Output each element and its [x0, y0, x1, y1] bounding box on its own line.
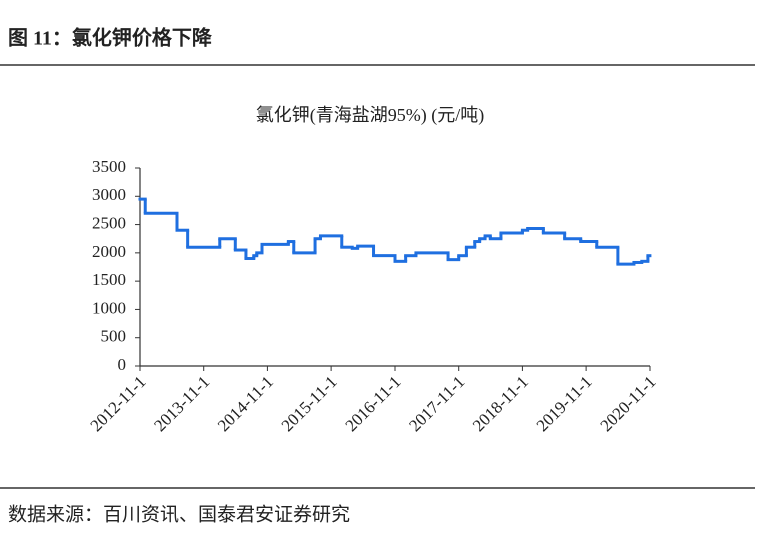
x-tick-label: 2013-11-1 [150, 372, 213, 435]
y-tick-label: 2500 [92, 213, 126, 232]
y-tick-label: 3500 [92, 157, 126, 176]
x-tick-label: 2020-11-1 [597, 372, 660, 435]
chart-title: 氯化钾(青海盐湖95%) (元/吨) [256, 105, 484, 126]
source-note: 数据来源：百川资讯、国泰君安证券研究 [8, 503, 350, 525]
x-tick-label: 2015-11-1 [278, 372, 341, 435]
y-tick-label: 3000 [92, 185, 126, 204]
y-tick-label: 0 [118, 355, 127, 374]
x-tick-label: 2012-11-1 [87, 372, 150, 435]
x-tick-label: 2016-11-1 [342, 372, 405, 435]
x-tick-label: 2019-11-1 [533, 372, 596, 435]
y-tick-label: 2000 [92, 242, 126, 261]
x-tick-label: 2017-11-1 [405, 372, 468, 435]
y-tick-label: 1000 [92, 298, 126, 317]
figure-title: 图 11：氯化钾价格下降 [8, 26, 213, 50]
x-tick-label: 2014-11-1 [214, 372, 277, 435]
x-tick-label: 2018-11-1 [469, 372, 532, 435]
y-tick-label: 1500 [92, 270, 126, 289]
y-tick-label: 500 [101, 327, 127, 346]
